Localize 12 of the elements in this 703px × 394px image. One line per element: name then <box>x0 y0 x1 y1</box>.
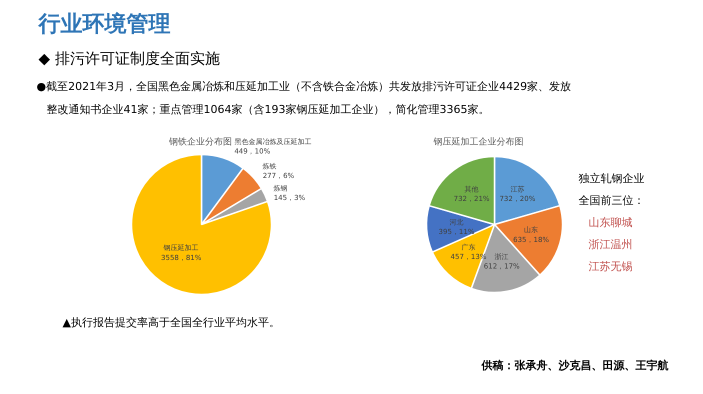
chart-title: 钢铁企业分布图 <box>168 136 232 148</box>
text: ▲执行报告提交率高于全国全行业平均水平。 <box>62 316 280 329</box>
text: 浙江温州 <box>588 238 632 251</box>
text: 江苏无锡 <box>588 260 632 273</box>
chart-title: 钢压延加工企业分布图 <box>432 136 524 148</box>
text: 行业环境管理 <box>38 11 170 37</box>
text: ◆ 排污许可证制度全面实施 <box>38 50 220 68</box>
text: 供稿：张承舟、沙克昌、田源、王宇航 <box>480 359 668 372</box>
text: 山东聊城 <box>588 216 632 229</box>
text: 独立轧钢企业 <box>578 172 644 185</box>
text: 全国前三位： <box>578 194 644 207</box>
text: ●截至2021年3月，全国黑色金属冶炼和压延加工业（不含铁合金冶炼）共发放排污许可证企业4429家、发放整改通知书企业41家；重点管理1064家（含193家钢压延加工企业），简化管理3365家。 <box>36 80 572 116</box>
